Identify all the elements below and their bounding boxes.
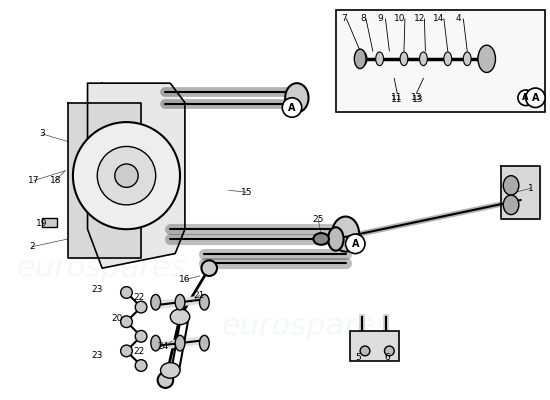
Text: 13: 13 bbox=[411, 93, 422, 102]
Text: 18: 18 bbox=[50, 176, 61, 185]
Ellipse shape bbox=[328, 227, 344, 251]
Ellipse shape bbox=[332, 216, 359, 252]
Text: 12: 12 bbox=[414, 14, 425, 24]
Bar bbox=[336, 10, 545, 112]
Ellipse shape bbox=[200, 335, 209, 351]
Ellipse shape bbox=[175, 335, 185, 351]
Circle shape bbox=[135, 301, 147, 313]
Ellipse shape bbox=[503, 195, 519, 215]
Ellipse shape bbox=[478, 45, 496, 72]
Text: 22: 22 bbox=[134, 347, 145, 356]
Ellipse shape bbox=[151, 335, 161, 351]
Polygon shape bbox=[68, 103, 141, 258]
Text: 21: 21 bbox=[194, 291, 205, 300]
Text: eurospares: eurospares bbox=[222, 312, 392, 341]
Ellipse shape bbox=[478, 52, 486, 66]
Polygon shape bbox=[87, 83, 185, 268]
Polygon shape bbox=[501, 166, 540, 220]
Ellipse shape bbox=[175, 294, 185, 310]
Ellipse shape bbox=[444, 52, 452, 66]
Ellipse shape bbox=[151, 294, 161, 310]
Bar bbox=[350, 332, 399, 361]
Text: 20: 20 bbox=[111, 314, 123, 323]
Text: 23: 23 bbox=[92, 285, 103, 294]
Text: 3: 3 bbox=[39, 129, 45, 138]
Ellipse shape bbox=[503, 176, 519, 195]
Text: 8: 8 bbox=[360, 14, 366, 24]
Text: 15: 15 bbox=[240, 188, 252, 197]
Circle shape bbox=[120, 287, 133, 298]
Circle shape bbox=[115, 164, 138, 187]
Circle shape bbox=[518, 90, 534, 106]
Text: 25: 25 bbox=[312, 215, 324, 224]
Text: 7: 7 bbox=[340, 14, 346, 24]
Text: 17: 17 bbox=[28, 176, 40, 185]
Text: 2: 2 bbox=[29, 242, 35, 251]
Circle shape bbox=[360, 346, 370, 356]
Ellipse shape bbox=[359, 52, 367, 66]
Circle shape bbox=[158, 372, 173, 388]
Circle shape bbox=[282, 98, 302, 117]
Circle shape bbox=[345, 234, 365, 254]
Circle shape bbox=[97, 146, 156, 205]
Circle shape bbox=[120, 345, 133, 357]
Circle shape bbox=[526, 88, 545, 108]
Text: 23: 23 bbox=[92, 351, 103, 360]
Ellipse shape bbox=[285, 83, 309, 112]
Text: 6: 6 bbox=[384, 353, 390, 362]
Ellipse shape bbox=[420, 52, 427, 66]
Text: 22: 22 bbox=[134, 293, 145, 302]
Ellipse shape bbox=[400, 52, 408, 66]
Text: 5: 5 bbox=[355, 353, 361, 362]
Text: 9: 9 bbox=[378, 14, 383, 24]
Ellipse shape bbox=[314, 233, 329, 245]
Circle shape bbox=[135, 360, 147, 371]
Text: eurospares: eurospares bbox=[17, 254, 188, 283]
Ellipse shape bbox=[161, 362, 180, 378]
Text: 13: 13 bbox=[412, 95, 424, 104]
Text: 19: 19 bbox=[36, 219, 47, 228]
Text: 10: 10 bbox=[394, 14, 406, 24]
Circle shape bbox=[201, 260, 217, 276]
Ellipse shape bbox=[354, 49, 366, 68]
Ellipse shape bbox=[170, 309, 190, 325]
Ellipse shape bbox=[200, 294, 209, 310]
Bar bbox=[42, 218, 57, 227]
Ellipse shape bbox=[463, 52, 471, 66]
Text: 1: 1 bbox=[527, 184, 533, 193]
Circle shape bbox=[73, 122, 180, 229]
Text: 4: 4 bbox=[455, 14, 461, 24]
Ellipse shape bbox=[376, 52, 383, 66]
Circle shape bbox=[135, 330, 147, 342]
Text: A: A bbox=[288, 102, 296, 112]
Circle shape bbox=[384, 346, 394, 356]
Text: 11: 11 bbox=[392, 93, 403, 102]
Text: A: A bbox=[351, 239, 359, 249]
Text: 24: 24 bbox=[158, 342, 169, 350]
Text: 14: 14 bbox=[433, 14, 445, 24]
Text: 16: 16 bbox=[179, 275, 191, 284]
Circle shape bbox=[120, 316, 133, 328]
Text: A: A bbox=[532, 93, 539, 103]
Text: 11: 11 bbox=[392, 95, 403, 104]
Text: A: A bbox=[522, 93, 529, 102]
